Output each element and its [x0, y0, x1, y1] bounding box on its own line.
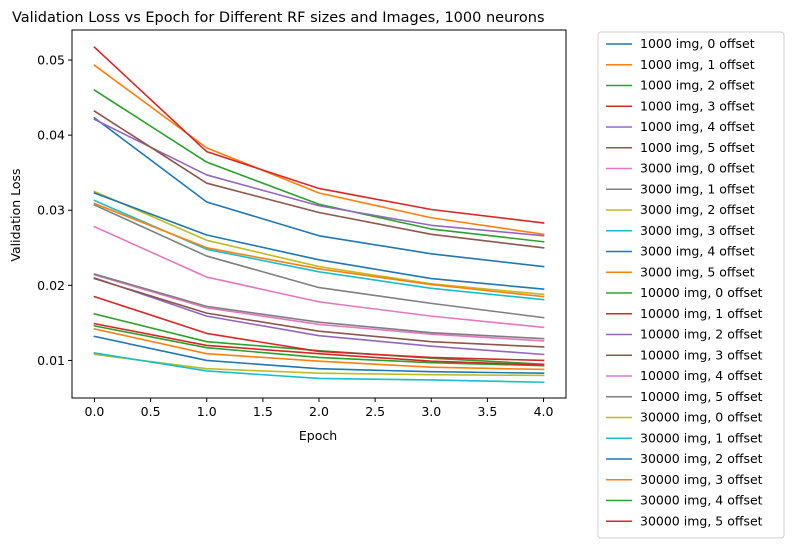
y-axis: 0.01 0.02 0.03 0.04 0.05: [37, 53, 72, 368]
series-line-11: [93, 202, 545, 298]
y-tick-label: 0.05: [37, 53, 65, 68]
x-tick-label: 3.0: [421, 404, 441, 419]
x-tick-label: 0.0: [85, 404, 105, 419]
series-line-10: [93, 191, 545, 290]
y-tick-label: 0.02: [37, 278, 65, 293]
legend-label: 30000 img, 5 offset: [640, 513, 763, 528]
legend-label: 10000 img, 1 offset: [640, 306, 763, 321]
plot-area: [71, 29, 567, 399]
legend-label: 1000 img, 1 offset: [640, 57, 755, 72]
y-tick-label: 0.04: [37, 128, 65, 143]
legend-label: 30000 img, 4 offset: [640, 493, 763, 508]
series-lines: [93, 46, 545, 384]
x-tick-label: 1.0: [197, 404, 217, 419]
series-line-4: [93, 118, 545, 237]
legend-label: 10000 img, 4 offset: [640, 368, 763, 383]
series-line-16: [93, 273, 545, 342]
series-line-14: [93, 276, 545, 356]
legend-label: 3000 img, 4 offset: [640, 244, 755, 259]
legend-label: 3000 img, 5 offset: [640, 264, 755, 279]
series-line-18: [93, 353, 545, 377]
series-line-3: [93, 46, 545, 224]
legend-label: 10000 img, 5 offset: [640, 389, 763, 404]
series-line-21: [93, 327, 545, 371]
legend-label: 10000 img, 0 offset: [640, 285, 763, 300]
series-line-5: [93, 110, 545, 249]
series-line-20: [93, 335, 545, 375]
y-tick-label: 0.01: [37, 353, 65, 368]
series-line-19: [93, 352, 545, 384]
y-tick-label: 0.03: [37, 203, 65, 218]
x-axis-label: Epoch: [299, 428, 337, 443]
series-line-17: [93, 273, 545, 340]
legend-label: 10000 img, 3 offset: [640, 347, 763, 362]
x-axis: 0.0 0.5 1.0 1.5 2.0 2.5 3.0 3.5 4.0: [85, 398, 554, 419]
x-tick-label: 4.0: [534, 404, 554, 419]
series-line-13: [93, 295, 545, 362]
legend-label: 3000 img, 1 offset: [640, 181, 755, 196]
legend-label: 30000 img, 1 offset: [640, 430, 763, 445]
legend-label: 3000 img, 2 offset: [640, 202, 755, 217]
legend-label: 10000 img, 2 offset: [640, 327, 763, 342]
series-line-7: [93, 203, 545, 319]
x-tick-label: 1.5: [253, 404, 273, 419]
series-line-15: [93, 277, 545, 348]
legend-label: 30000 img, 3 offset: [640, 472, 763, 487]
legend-frame: [597, 31, 785, 539]
legend-label: 30000 img, 2 offset: [640, 451, 763, 466]
legend-label: 1000 img, 5 offset: [640, 140, 755, 155]
series-line-8: [93, 190, 545, 296]
series-line-23: [93, 322, 545, 366]
x-tick-label: 2.0: [309, 404, 329, 419]
legend-label: 1000 img, 2 offset: [640, 78, 755, 93]
series-line-6: [93, 225, 545, 329]
legend-label: 1000 img, 3 offset: [640, 98, 755, 113]
series-line-22: [93, 324, 545, 367]
legend-label: 3000 img, 3 offset: [640, 223, 755, 238]
x-tick-label: 3.5: [477, 404, 497, 419]
legend-label: 1000 img, 4 offset: [640, 119, 755, 134]
x-tick-label: 2.5: [365, 404, 385, 419]
series-line-1: [93, 64, 545, 236]
x-tick-label: 0.5: [141, 404, 161, 419]
chart-title: Validation Loss vs Epoch for Different R…: [12, 10, 545, 26]
legend-label: 30000 img, 0 offset: [640, 410, 763, 425]
legend-label: 1000 img, 0 offset: [640, 36, 755, 51]
legend-label: 3000 img, 0 offset: [640, 161, 755, 176]
series-line-0: [93, 116, 545, 268]
y-axis-label: Validation Loss: [8, 168, 23, 261]
legend: 1000 img, 0 offset 1000 img, 1 offset 1000…: [597, 31, 785, 539]
series-line-2: [93, 88, 545, 243]
